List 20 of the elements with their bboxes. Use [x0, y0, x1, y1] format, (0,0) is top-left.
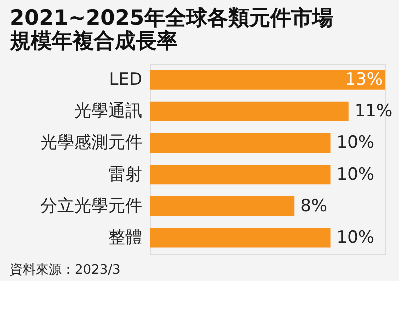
bar	[150, 70, 385, 90]
bar	[150, 133, 331, 154]
y-tick-label: 光學感測元件	[40, 133, 142, 154]
data-label: 11%	[354, 102, 393, 122]
y-tick-label: 光學通訊	[74, 102, 142, 122]
y-tick-label: LED	[109, 70, 142, 90]
data-label: 13%	[345, 70, 383, 90]
data-label: 10%	[336, 164, 375, 185]
bar	[150, 196, 295, 216]
data-label: 8%	[300, 196, 328, 216]
y-tick-label: 雷射	[108, 164, 142, 185]
y-tick-label: 分立光學元件	[40, 196, 142, 216]
source-note: 資料來源：2023/3	[10, 263, 121, 278]
chart-title: 2021~2025年全球各類元件市場規模年複合成長率	[9, 6, 334, 53]
data-label: 10%	[336, 133, 375, 154]
data-label: 10%	[336, 228, 375, 248]
bar	[150, 228, 331, 248]
y-tick-label: 整體	[108, 228, 142, 248]
bar	[150, 164, 331, 185]
bar	[150, 102, 349, 122]
